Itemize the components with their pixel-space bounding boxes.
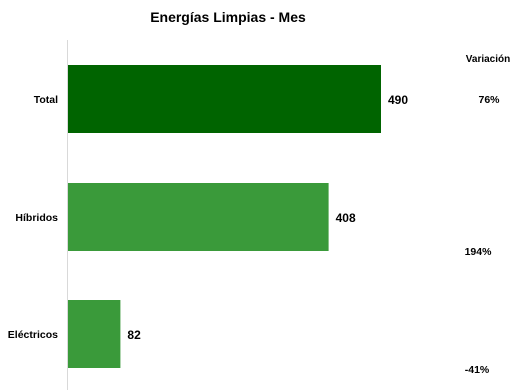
value-label-electricos: 82 [127, 328, 141, 342]
bar-total [68, 65, 381, 133]
bars-layer: Total 490 76% Híbridos 408 194% Eléctricos 82 -4… [8, 65, 500, 376]
value-label-total: 490 [388, 93, 408, 107]
category-label-total: Total [34, 94, 58, 106]
category-label-hibridos: Híbridos [15, 212, 58, 224]
variation-value-electricos: -41% [465, 364, 490, 376]
variation-value-total: 76% [478, 94, 500, 106]
bar-hibridos [68, 183, 329, 251]
category-label-electricos: Eléctricos [8, 329, 58, 341]
chart-title: Energías Limpias - Mes [150, 9, 306, 25]
variation-value-hibridos: 194% [465, 246, 493, 258]
bar-electricos [68, 300, 121, 368]
variation-header: Variación [466, 54, 510, 65]
value-label-hibridos: 408 [336, 211, 356, 225]
